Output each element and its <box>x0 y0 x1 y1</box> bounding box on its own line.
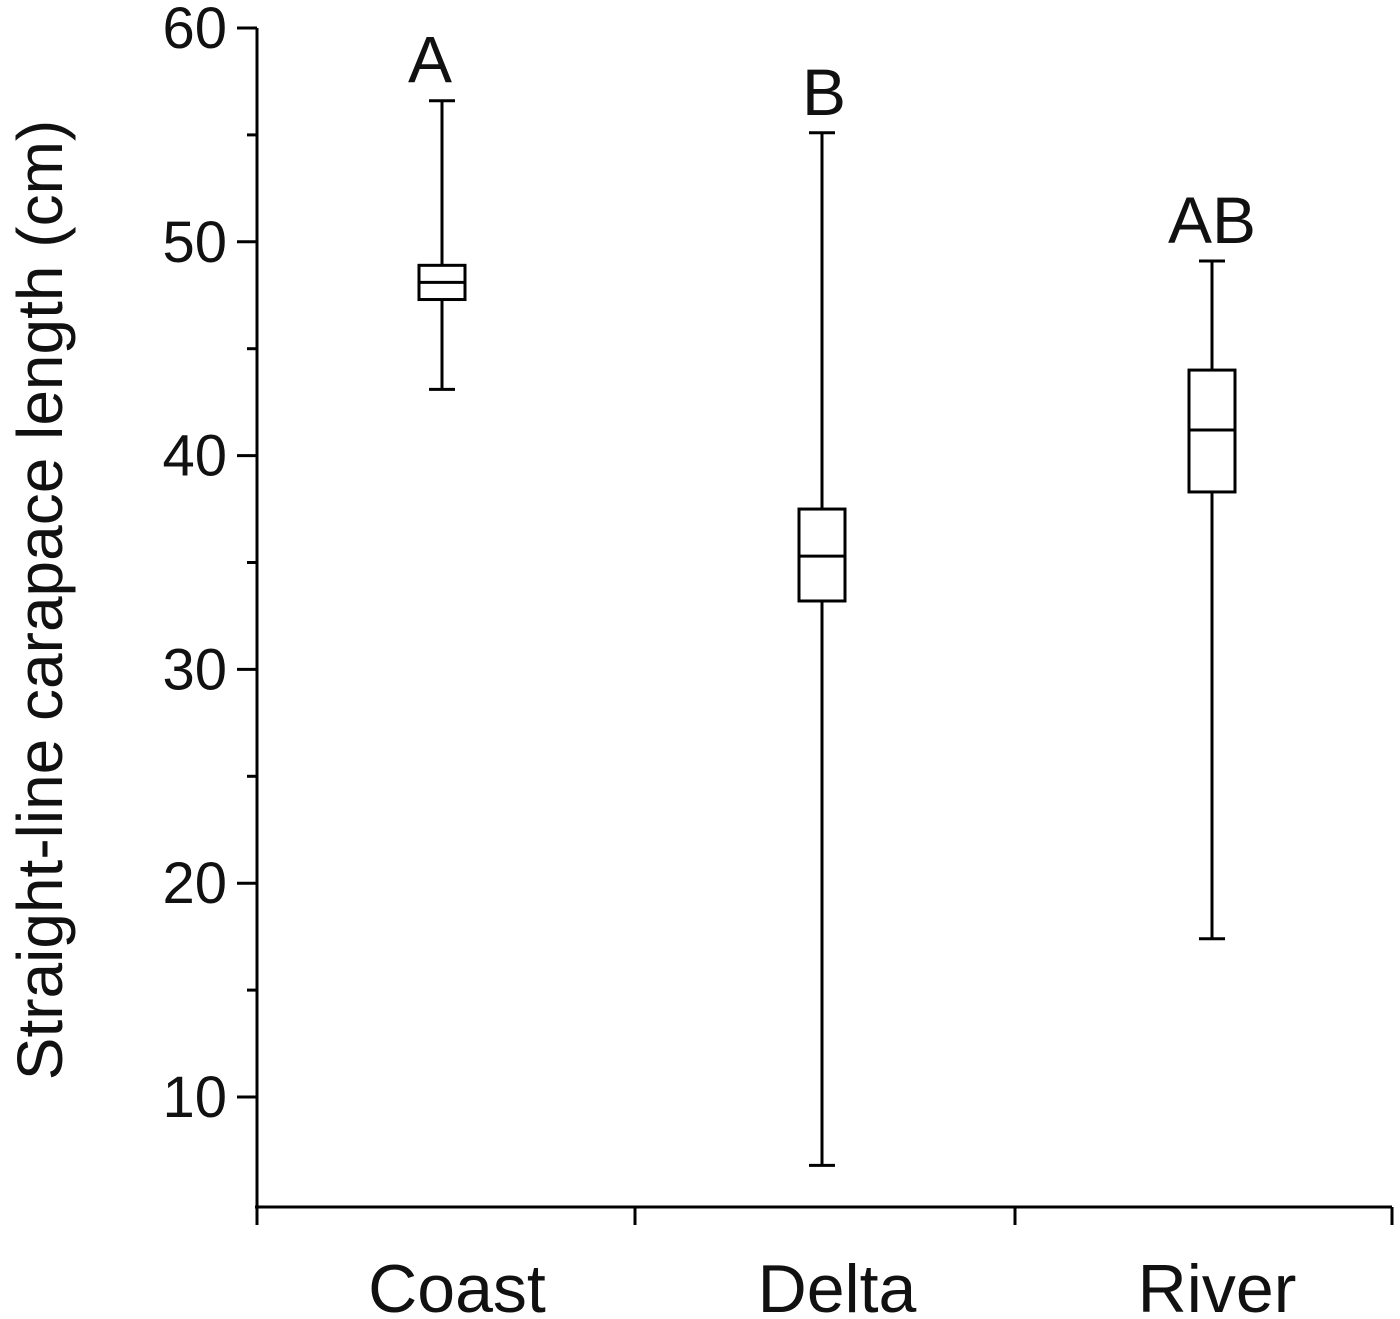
x-category-label: Delta <box>758 1251 917 1319</box>
y-tick-label: 10 <box>162 1065 227 1130</box>
box-delta: B <box>797 55 847 1167</box>
plot-area: A BAB <box>408 23 1256 1167</box>
x-category-label: River <box>1138 1251 1297 1319</box>
significance-group-label: B <box>802 55 846 129</box>
y-tick-label: 60 <box>162 0 227 61</box>
y-tick-label: 40 <box>162 424 227 489</box>
significance-group-label: AB <box>1168 183 1256 257</box>
y-tick-label: 20 <box>162 851 227 916</box>
y-tick-label: 30 <box>162 637 227 702</box>
y-axis-title: Straight-line carapace length (cm) <box>4 120 76 1080</box>
y-tick-label: 50 <box>162 210 227 275</box>
y-axis: 10 20 30 40 50 60 <box>162 0 259 1207</box>
box-river: AB <box>1168 183 1256 941</box>
x-category-label: Coast <box>368 1251 546 1319</box>
significance-group-label: A <box>408 23 452 97</box>
box-coast: A <box>408 23 467 391</box>
x-axis: Coast Delta River <box>255 1205 1394 1319</box>
